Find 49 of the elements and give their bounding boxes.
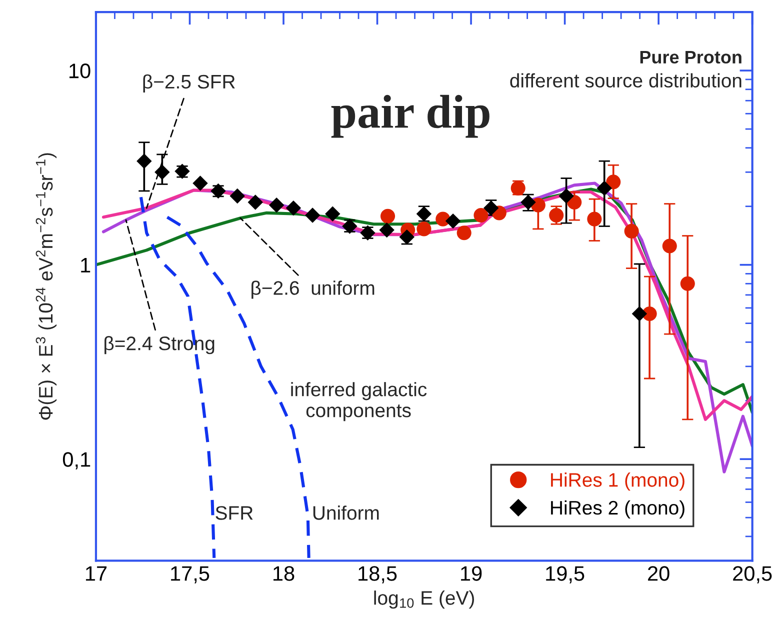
point — [286, 200, 302, 216]
point — [268, 197, 284, 213]
point — [304, 208, 320, 223]
point — [445, 213, 461, 229]
x-tick-label: 20 — [648, 566, 670, 581]
point — [558, 188, 574, 204]
y-tick-label: 10 — [70, 64, 90, 78]
text: Φ(E) × E$^{3}$ (10$^{24}$ eV$^{2}$m$^{−2}$s$^{−1}$sr$^{−1}$) — [36, 153, 57, 420]
point — [192, 176, 208, 191]
point — [662, 238, 677, 254]
annotation: SFR — [216, 506, 253, 520]
y-tick-label: 0,1 — [62, 452, 90, 470]
x-tick-label: 20,5 — [733, 566, 772, 584]
annotation: β−2.6 uniform — [252, 280, 374, 299]
point — [632, 306, 648, 322]
annotation: β−2.5 SFR — [143, 74, 235, 92]
text: different source distribution — [510, 73, 742, 88]
point — [230, 188, 245, 204]
x-axis-title: log$_{10}$ E (eV) — [374, 590, 474, 609]
y-tick-label: 1 — [81, 258, 90, 272]
point — [136, 153, 152, 169]
point — [380, 208, 396, 224]
annotation: inferred galactic components — [291, 382, 427, 422]
point — [606, 174, 621, 190]
legend-label: HiRes 1 (mono) — [551, 472, 684, 491]
x-tick-label: 19 — [461, 566, 482, 581]
annotation: β=2.4 Strong — [104, 336, 214, 354]
point — [399, 229, 415, 245]
point — [154, 164, 170, 180]
point — [456, 226, 472, 240]
x-tick-label: 18,5 — [358, 566, 397, 584]
point — [416, 222, 432, 236]
point — [474, 208, 488, 223]
legend-label: HiRes 2 (mono) — [551, 500, 684, 519]
point — [549, 208, 564, 223]
x-tick-label: 17 — [86, 566, 107, 581]
annotation: Uniform — [313, 506, 379, 520]
annotation: pair dip — [331, 94, 490, 138]
point — [680, 276, 695, 291]
text: Pure Proton — [640, 50, 742, 64]
point — [325, 206, 340, 222]
point — [587, 212, 602, 226]
x-tick-label: 18 — [274, 566, 294, 581]
point — [248, 194, 263, 210]
x-tick-label: 17,5 — [171, 566, 210, 584]
point — [596, 180, 612, 196]
x-tick-label: 19,5 — [546, 566, 584, 584]
point — [379, 222, 394, 238]
point — [624, 224, 639, 238]
